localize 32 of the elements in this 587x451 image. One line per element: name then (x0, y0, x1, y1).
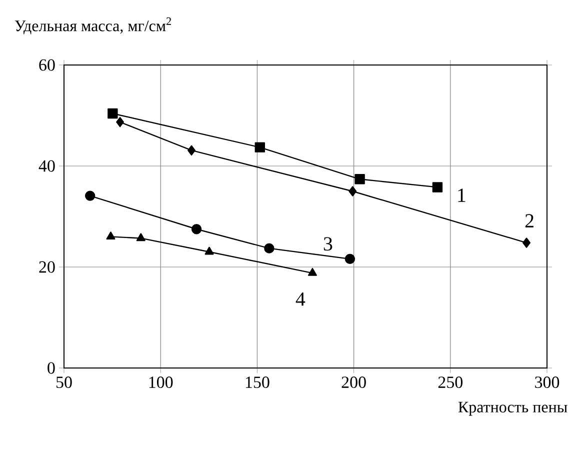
point (108, 108, 118, 119)
x-tick-label: 50 (56, 376, 72, 388)
x-tick-label: 150 (246, 376, 270, 388)
y-tick-label: 20 (39, 261, 55, 273)
x-tick-label: 100 (149, 376, 173, 388)
x-tick-label: 250 (438, 376, 463, 388)
point (84, 190, 96, 201)
point (188, 145, 196, 156)
x-tick-label: 300 (535, 376, 560, 388)
point (522, 238, 530, 248)
point (106, 232, 116, 240)
y-tick-label: 40 (38, 160, 55, 172)
y-tick-label: 60 (39, 59, 55, 71)
series-label: 4 (296, 292, 306, 306)
point (308, 268, 317, 276)
point (344, 254, 356, 264)
y-axis-title: Удельная масса, мг/см$^{2}$ (14, 17, 171, 34)
point (432, 182, 443, 192)
point (348, 186, 357, 196)
series-label: 3 (324, 237, 332, 251)
series-label: 1 (458, 188, 466, 202)
point (136, 233, 146, 242)
x-tick-label: 200 (342, 376, 366, 388)
point (191, 224, 202, 234)
y-tick-label: 0 (48, 362, 55, 374)
series-label: 2 (525, 214, 534, 228)
point (264, 243, 274, 254)
point (254, 142, 266, 152)
point (116, 116, 124, 128)
x-axis-title: Кратность пены (458, 402, 568, 416)
point (354, 174, 365, 184)
point (204, 246, 214, 255)
